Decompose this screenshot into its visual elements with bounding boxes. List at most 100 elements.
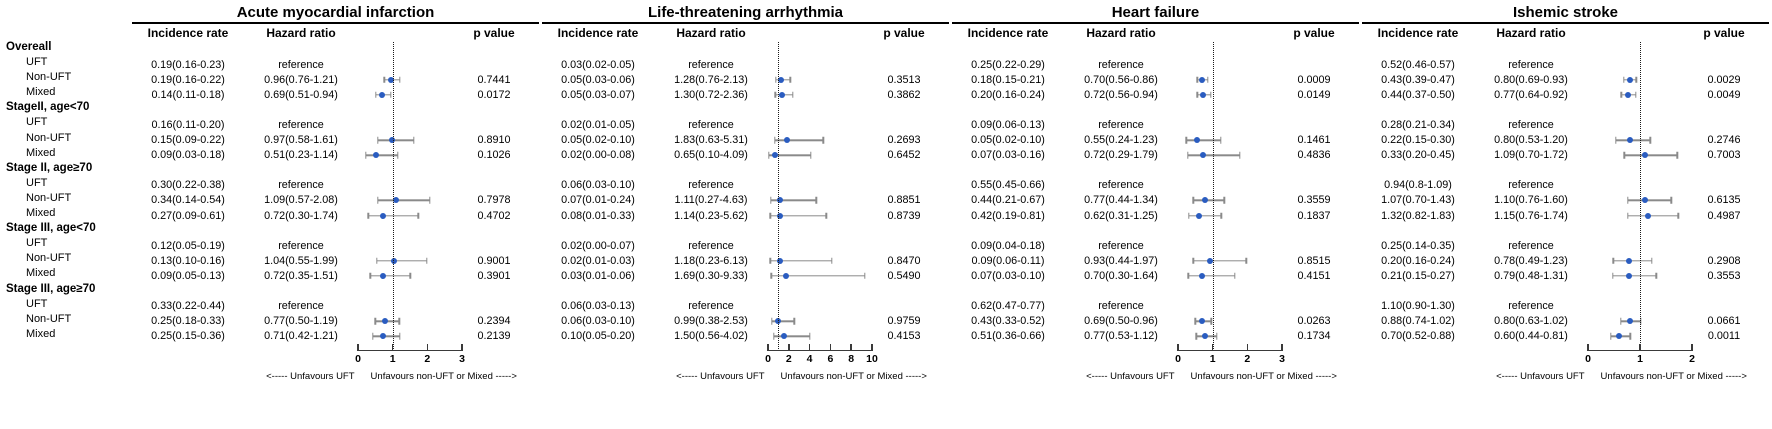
plot-cell [358,329,462,344]
ci-cap-left [1610,333,1612,340]
ci-cap-left [1196,91,1199,99]
column-header-hazard-ratio: Hazard ratio [1496,26,1566,40]
hr-point-marker [388,76,395,83]
group-spacer-row [952,223,1359,238]
table-row: 0.05(0.03-0.07) 1.30(0.72-2.36) 0.3862 [542,87,949,102]
hr-point-marker [782,272,789,279]
hazard-ratio-cell: 0.71(0.42-1.21) [264,330,338,343]
ci-cap-right [1670,197,1672,204]
row-label: Non-UFT [26,131,72,144]
hazard-ratio-cell: reference [1098,179,1144,192]
incidence-cell: 0.02(0.01-0.03) [561,254,635,267]
ci-cap-right [825,212,828,219]
ci-cap-left [377,136,379,144]
p-value-cell: 0.6452 [887,149,921,162]
plot-cell [1178,193,1282,208]
p-value-cell: 0.4987 [1707,209,1741,222]
ci-cap-right [426,257,428,265]
incidence-cell: 0.12(0.05-0.19) [151,239,225,252]
incidence-cell: 0.05(0.02-0.10) [971,134,1045,147]
panel-life-threatening-arrhythmia: Life-threatening arrhythmia Incidence ra… [542,5,949,429]
plot-cell [358,208,462,223]
hr-point-marker [777,257,784,264]
ci-cap-left [769,257,772,265]
ci-cap-left [770,272,772,280]
row-label: Non-UFT [26,191,72,204]
ci-cap-left [1192,257,1194,265]
table-row: 0.06(0.03-0.10) 0.99(0.38-2.53) 0.9759 [542,314,949,329]
incidence-cell: 0.20(0.16-0.24) [1381,254,1455,267]
hr-point-marker [780,333,787,340]
hr-point-marker [1625,91,1632,98]
p-value-cell: 0.8515 [1297,254,1331,267]
column-header-p-value: p value [883,26,925,40]
ci-cap-right [1209,91,1212,99]
hazard-ratio-cell: 0.77(0.64-0.92) [1494,88,1568,101]
plot-cell [1178,238,1282,253]
axis-footer: <----- Unfavours UFT Unfavours non-UFT o… [1064,371,1359,382]
p-value-cell: 0.3901 [477,269,511,282]
incidence-cell: 0.21(0.15-0.27) [1381,269,1455,282]
row-label-column: Overeall UFT Non-UFT Mixed StageII, age<70 UF… [0,5,132,429]
column-headers: Incidence rate Hazard ratio p value [132,24,539,42]
table-row: 0.02(0.01-0.03) 1.18(0.23-6.13) 0.8470 [542,253,949,268]
hr-point-marker [1196,212,1203,219]
confidence-interval-bar [1186,139,1221,141]
group-spacer-row [952,163,1359,178]
hr-point-marker [778,76,785,83]
group-spacer-row [132,42,539,57]
footer-unfavours-nonuft: Unfavours non-UFT or Mixed -----> [1600,370,1747,382]
column-header-p-value: p value [473,26,515,40]
row-label: Non-UFT [26,252,72,265]
hazard-ratio-cell: 0.80(0.63-1.02) [1494,315,1568,328]
incidence-cell: 0.43(0.33-0.52) [971,315,1045,328]
axis-tick [767,343,769,351]
hazard-ratio-cell: 0.65(0.10-4.09) [674,149,748,162]
hazard-ratio-cell: reference [688,239,734,252]
hr-point-marker [1198,318,1205,325]
p-value-cell: 0.0009 [1297,73,1331,86]
p-value-cell: 0.3862 [887,88,921,101]
axis-tick-label: 2 [424,352,431,365]
hr-point-marker [372,152,379,159]
incidence-cell: 0.06(0.03-0.10) [561,179,635,192]
incidence-cell: 0.20(0.16-0.24) [971,88,1045,101]
row-label: Mixed [26,146,56,159]
reference-line [1212,42,1214,351]
ci-cap-left [376,257,378,265]
ci-cap-right [1234,272,1236,280]
plot-cell [1178,314,1282,329]
table-row: 0.03(0.01-0.06) 1.69(0.30-9.33) 0.5490 [542,268,949,283]
p-value-cell: 0.4151 [1297,269,1331,282]
hr-point-marker [379,272,386,279]
hazard-ratio-cell: reference [1508,179,1554,192]
table-row: 0.25(0.18-0.33) 0.77(0.50-1.19) 0.2394 [132,314,539,329]
hazard-ratio-cell: 0.55(0.24-1.23) [1084,134,1158,147]
incidence-cell: 0.62(0.47-0.77) [971,300,1045,313]
ci-cap-left [1623,151,1626,159]
table-row: 0.14(0.11-0.18) 0.69(0.51-0.94) 0.0172 [132,87,539,102]
column-header-hazard-ratio: Hazard ratio [1086,26,1156,40]
incidence-cell: 0.03(0.02-0.05) [561,58,635,71]
p-value-cell: 0.3559 [1297,194,1331,207]
incidence-cell: 0.09(0.06-0.11) [971,254,1045,267]
table-row: 0.55(0.45-0.66) reference [952,178,1359,193]
column-headers: Incidence rate Hazard ratio p value [542,24,949,42]
plot-cell [1178,329,1282,344]
incidence-cell: 0.30(0.22-0.38) [151,179,225,192]
confidence-interval-bar [1613,260,1652,262]
axis-footer: <----- Unfavours UFT Unfavours non-UFT o… [1474,371,1769,382]
table-row: 0.20(0.16-0.24) 0.72(0.56-0.94) 0.0149 [952,87,1359,102]
plot-cell [358,238,462,253]
ci-cap-left [1620,317,1622,325]
ci-cap-left [769,212,772,219]
hazard-ratio-cell: 0.78(0.49-1.23) [1494,254,1568,267]
hazard-ratio-cell: 0.69(0.51-0.94) [264,88,338,101]
incidence-cell: 0.10(0.05-0.20) [561,330,635,343]
ci-cap-left [770,197,772,204]
ci-cap-right [822,136,824,144]
ci-cap-right [1220,212,1223,219]
panel-rows: 0.03(0.02-0.05) reference 0.05(0.03-0.06) 1… [542,42,949,351]
ci-cap-left [773,136,776,144]
hazard-ratio-cell: 0.62(0.31-1.25) [1084,209,1158,222]
